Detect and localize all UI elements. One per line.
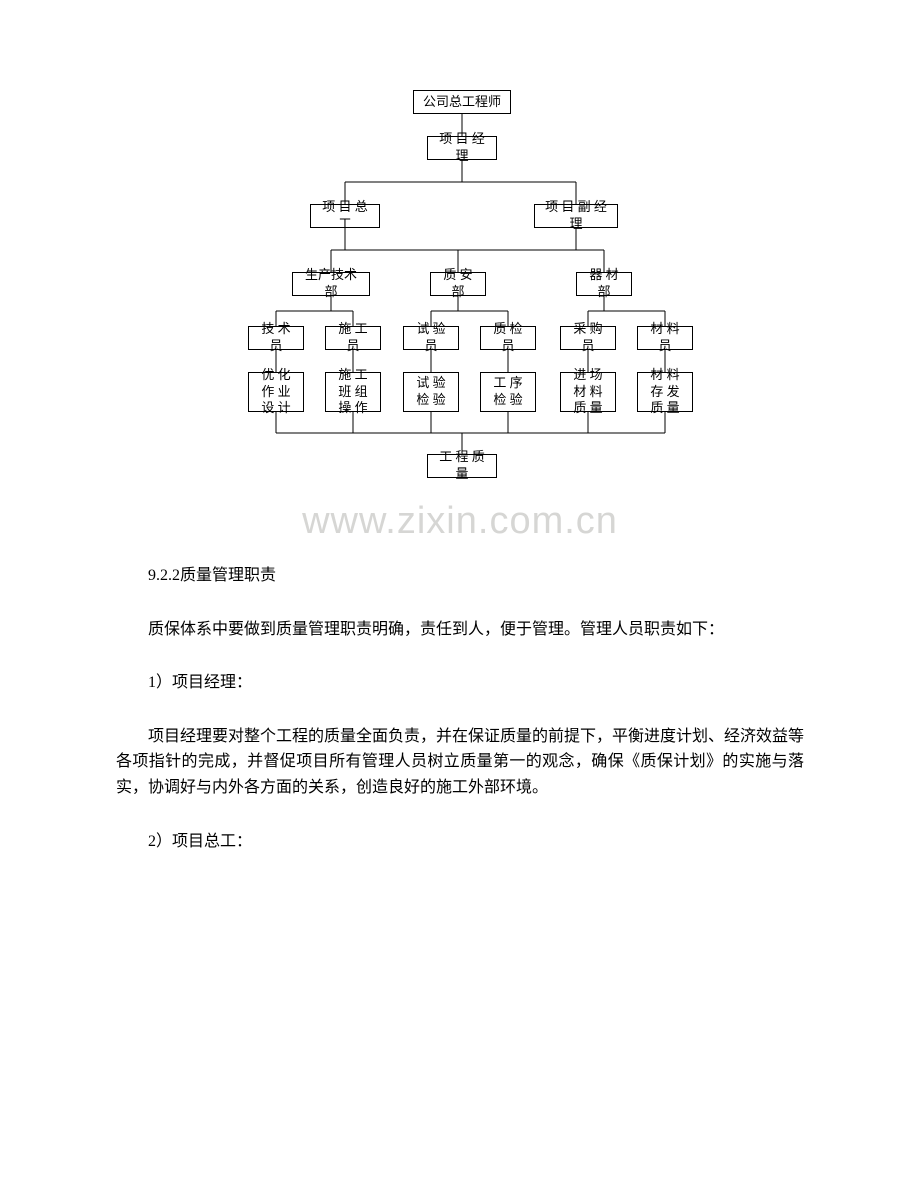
node-qa-dept: 质 安 部 [430, 272, 486, 296]
node-inspector: 质 检 员 [480, 326, 536, 350]
paragraph-intro: 质保体系中要做到质量管理职责明确，责任到人，便于管理。管理人员职责如下： [116, 617, 804, 643]
node-technician: 技 术 员 [248, 326, 304, 350]
paragraph-chief-title: 2）项目总工： [116, 829, 804, 855]
node-deputy-manager: 项 目 副 经 理 [534, 204, 618, 228]
node-tester: 试 验 员 [403, 326, 459, 350]
node-crew-operation: 施 工 班 组 操 作 [325, 372, 381, 412]
section-heading: 9.2.2质量管理职责 [116, 563, 804, 589]
node-prod-tech-dept: 生产技术部 [292, 272, 370, 296]
node-chief-engineer: 公司总工程师 [413, 90, 511, 114]
node-process-inspection: 工 序 检 验 [480, 372, 536, 412]
node-purchaser: 采 购 员 [560, 326, 616, 350]
node-materials-dept: 器 材 部 [576, 272, 632, 296]
node-incoming-quality: 进 场 材 料 质 量 [560, 372, 616, 412]
node-material-staff: 材 料 员 [637, 326, 693, 350]
node-storage-quality: 材 料 存 发 质 量 [637, 372, 693, 412]
node-project-chief: 项 目 总 工 [310, 204, 380, 228]
node-project-manager: 项 目 经 理 [427, 136, 497, 160]
node-optimize-design: 优 化 作 业 设 计 [248, 372, 304, 412]
paragraph-pm-body: 项目经理要对整个工程的质量全面负责，并在保证质量的前提下，平衡进度计划、经济效益… [116, 724, 804, 801]
watermark-text: www.zixin.com.cn [0, 500, 920, 543]
node-test-inspection: 试 验 检 验 [403, 372, 459, 412]
org-chart-diagram: 公司总工程师 项 目 经 理 项 目 总 工 项 目 副 经 理 生产技术部 质… [0, 0, 920, 505]
node-project-quality: 工 程 质 量 [427, 454, 497, 478]
diagram-edges [0, 0, 920, 505]
paragraph-pm-title: 1）项目经理： [116, 670, 804, 696]
node-constructor: 施 工 员 [325, 326, 381, 350]
document-text: 9.2.2质量管理职责 质保体系中要做到质量管理职责明确，责任到人，便于管理。管… [116, 563, 804, 882]
